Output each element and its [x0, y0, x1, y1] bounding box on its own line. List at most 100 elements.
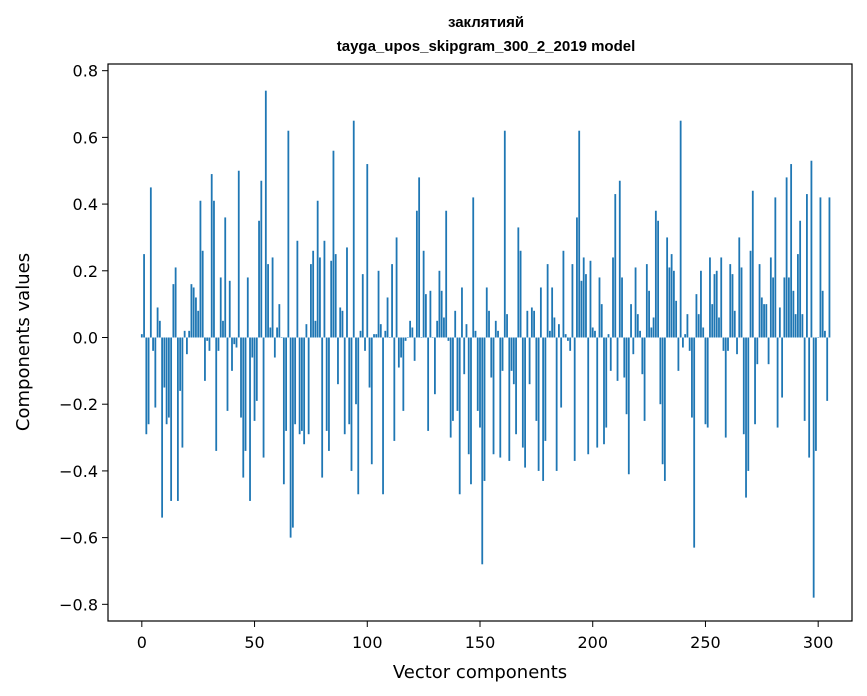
bar-84	[330, 260, 333, 338]
bar-278	[767, 337, 770, 365]
bar-108	[384, 330, 387, 338]
bar-261	[729, 264, 732, 338]
bar-209	[612, 257, 614, 338]
bar-157	[494, 320, 497, 338]
bar-13	[170, 337, 173, 501]
bar-295	[806, 194, 808, 338]
bar-181	[548, 330, 551, 338]
bar-223	[643, 337, 646, 421]
bar-227	[652, 317, 655, 338]
bar-18	[181, 337, 184, 448]
bar-56	[267, 264, 269, 338]
bar-30	[208, 337, 211, 351]
bar-291	[796, 254, 799, 338]
bar-245	[693, 337, 696, 548]
bar-189	[567, 337, 569, 341]
bar-73	[305, 324, 308, 338]
bar-99	[364, 337, 366, 351]
bar-212	[618, 180, 621, 338]
bar-146	[470, 337, 472, 485]
bar-134	[443, 317, 445, 338]
bar-137	[449, 337, 452, 438]
bar-254	[713, 274, 716, 338]
bar-178	[542, 337, 545, 481]
x-tick-label: 300	[803, 633, 834, 652]
bar-31	[210, 174, 213, 338]
bar-83	[328, 337, 330, 451]
bar-304	[826, 337, 829, 401]
bar-145	[467, 337, 470, 455]
bar-100	[366, 164, 369, 338]
bar-62	[280, 337, 283, 338]
bar-48	[249, 337, 251, 501]
bar-211	[616, 337, 619, 381]
bar-221	[639, 330, 641, 338]
bar-65	[287, 130, 290, 338]
bar-117	[404, 337, 407, 341]
bar-277	[765, 304, 768, 338]
bar-258	[722, 337, 725, 351]
bar-28	[204, 337, 206, 381]
bar-112	[393, 337, 396, 441]
bar-141	[458, 337, 461, 495]
bar-174	[533, 310, 536, 338]
bar-228	[654, 210, 657, 338]
bar-246	[695, 294, 698, 338]
bar-95	[355, 337, 357, 405]
bar-175	[535, 337, 538, 421]
bar-29	[206, 337, 209, 341]
bar-256	[718, 317, 720, 338]
bar-54	[262, 337, 265, 458]
bar-252	[709, 257, 711, 338]
bar-287	[787, 277, 790, 338]
bar-285	[783, 277, 786, 338]
bar-93	[350, 337, 353, 471]
bar-7	[156, 307, 159, 338]
bar-165	[512, 337, 515, 385]
chart-subtitle: tayga_upos_skipgram_300_2_2019 model	[337, 38, 636, 55]
y-tick-label: −0.6	[59, 529, 98, 548]
bar-78	[316, 200, 319, 338]
bar-11	[165, 337, 168, 425]
bar-239	[679, 120, 682, 338]
bar-101	[368, 337, 371, 388]
bar-50	[253, 337, 256, 421]
bar-176	[537, 337, 540, 471]
bar-169	[521, 337, 524, 448]
bar-268	[745, 337, 747, 498]
bar-192	[573, 337, 576, 461]
bar-240	[682, 337, 684, 348]
bar-43	[237, 170, 240, 338]
y-tick-label: 0.4	[73, 195, 98, 214]
bar-116	[402, 337, 405, 411]
bar-133	[440, 290, 443, 338]
bar-94	[352, 120, 355, 338]
y-tick-label: −0.4	[59, 462, 98, 481]
bar-38	[226, 337, 229, 411]
bar-17	[179, 337, 182, 391]
y-tick-label: −0.2	[59, 395, 98, 414]
bar-123	[418, 177, 421, 338]
bar-267	[742, 337, 745, 435]
bar-188	[564, 334, 567, 338]
bar-81	[323, 240, 326, 338]
bar-161	[503, 130, 506, 338]
bar-298	[812, 337, 815, 598]
bar-125	[422, 250, 425, 338]
y-axis-label: Components values	[13, 253, 34, 431]
bar-158	[497, 330, 499, 338]
bar-198	[587, 337, 590, 455]
bar-102	[370, 337, 373, 465]
x-axis-label: Vector components	[393, 662, 567, 683]
bar-79	[319, 257, 321, 338]
bar-272	[754, 337, 756, 425]
bar-301	[819, 197, 822, 338]
bar-153	[485, 287, 488, 338]
bar-1	[143, 254, 145, 338]
bar-90	[343, 337, 346, 435]
bar-111	[391, 264, 393, 338]
bar-191	[571, 264, 574, 338]
bar-160	[501, 337, 504, 371]
bar-3	[147, 337, 150, 425]
bar-135	[445, 210, 448, 338]
